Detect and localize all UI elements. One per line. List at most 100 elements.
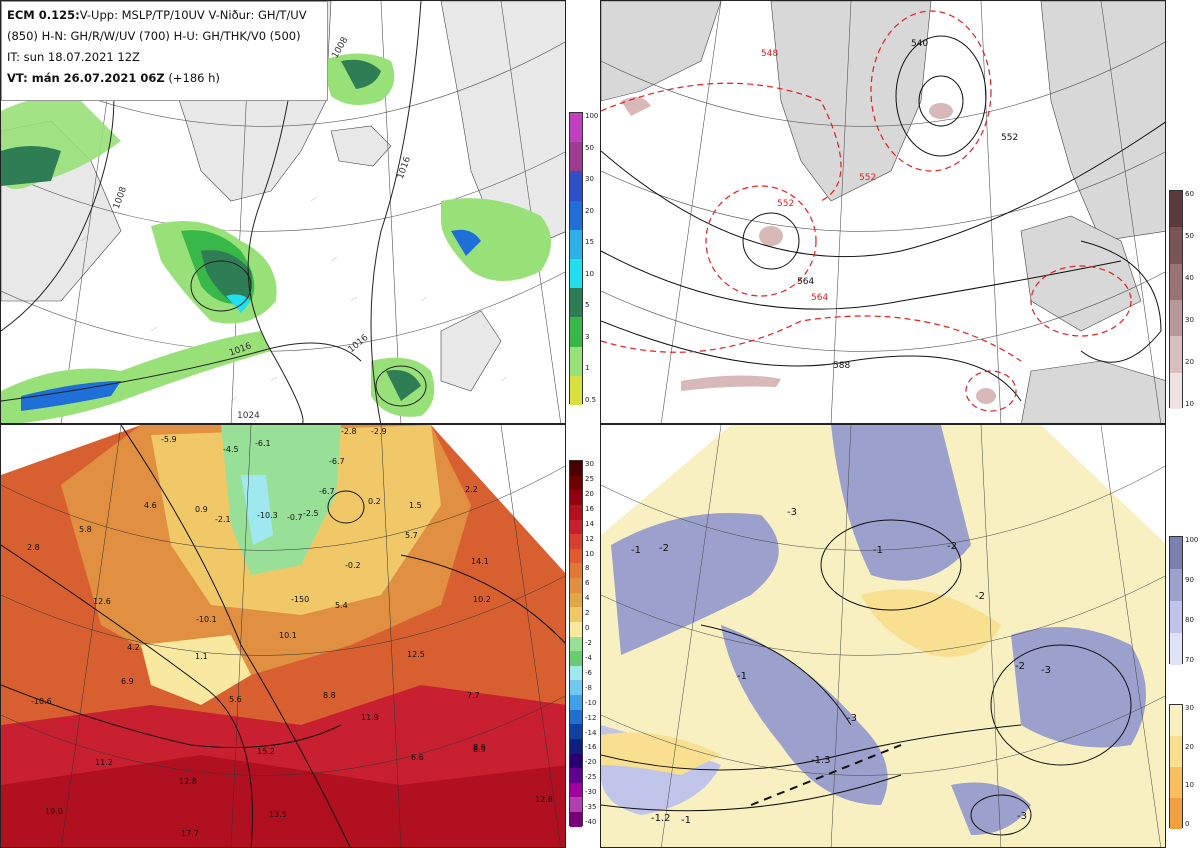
colorbar-swatch (570, 548, 582, 564)
colorbar-swatch (570, 142, 582, 172)
vv-value: -1 (681, 815, 691, 826)
colorbar-tick-label: 5 (585, 301, 590, 310)
colorbar-swatch (570, 504, 582, 520)
colorbar-tick-label: -20 (585, 758, 597, 767)
height-label: 540 (911, 39, 929, 49)
height-thickness-map (601, 1, 1165, 423)
colorbar-swatch (570, 578, 582, 593)
temperature-value: 1.5 (409, 501, 422, 510)
temperature-value: -2.8 (341, 427, 357, 436)
colorbar-swatch (570, 288, 582, 318)
temperature-value: 11.9 (361, 713, 379, 722)
colorbar-tick-label: 20 (1185, 742, 1194, 751)
colorbar-tick-label: 40 (1185, 274, 1194, 282)
temperature-value: -150 (291, 595, 310, 604)
precip-colorbar (569, 112, 583, 405)
vv-value: -1 (631, 545, 641, 556)
panel-500hpa-height: 540 548 552 552 564 564 588 552 (600, 0, 1166, 424)
temperature-colorbar (569, 460, 583, 827)
temperature-value: 5.8 (79, 525, 92, 534)
colorbar-tick-label: 16 (585, 504, 594, 513)
valid-time: VT: mán 26.07.2021 06Z (7, 71, 165, 85)
temperature-value: -2.1 (215, 515, 231, 524)
colorbar-tick-label: 100 (585, 112, 599, 120)
colorbar-tick-label: 80 (1185, 616, 1194, 624)
colorbar-swatch (570, 695, 582, 710)
colorbar-tick-label: -16 (585, 743, 597, 752)
temperature-value: 17.7 (181, 829, 199, 838)
temperature-value: -10.1 (196, 615, 217, 624)
panel-700hpa-humidity: -3 -2 -1 -1 -2 -2 -2 -3 -1 -3 -1.3 -1.2 -3 -1 (600, 424, 1166, 848)
precip-areas (1, 53, 551, 423)
temperature-value: 6.9 (121, 677, 134, 686)
colorbar-swatch (570, 621, 582, 637)
colorbar-tick-label: 70 (1185, 656, 1194, 664)
colorbar-swatch (570, 317, 582, 347)
colorbar-swatch (1170, 299, 1182, 337)
height-label: 552 (1001, 133, 1019, 143)
temperature-value: 12.5 (407, 650, 425, 659)
chart-header: ECM 0.125:V-Upp: MSLP/TP/10UV V-Niður: G… (1, 1, 328, 101)
temperature-value: 11.2 (95, 758, 113, 767)
colorbar-tick-label: -30 (585, 788, 597, 797)
colorbar-swatch (570, 797, 582, 812)
colorbar-tick-label: -2 (585, 639, 592, 647)
colorbar-swatch (570, 171, 582, 201)
height-label: 552 (777, 199, 795, 209)
colorbar-swatch (570, 753, 582, 769)
temperature-value: 8.9 (473, 743, 486, 752)
vv-value: -1 (873, 545, 883, 556)
colorbar-swatch (570, 665, 582, 681)
colorbar-tick-label: -35 (585, 803, 597, 812)
colorbar-swatch (570, 651, 582, 666)
vv-value: -1 (737, 671, 747, 682)
vertical-velocity-colorbar (1169, 704, 1183, 829)
colorbar-tick-label: 2 (585, 609, 590, 618)
colorbar-swatch (570, 200, 582, 230)
vv-value: -2 (1015, 661, 1025, 672)
colorbar-swatch (570, 490, 582, 505)
colorbar-tick-label: 10 (1185, 781, 1194, 790)
height-label: 552 (859, 173, 877, 183)
temperature-value: 8.9 (473, 745, 486, 754)
height-label: 564 (811, 293, 829, 303)
temperature-value: 8.8 (323, 691, 336, 700)
temperature-value: -6.7 (319, 487, 335, 496)
temperature-value: 10.1 (279, 631, 297, 640)
temperature-value: 0.2 (368, 497, 381, 506)
colorbar-swatch (1170, 767, 1182, 798)
temperature-value: -2.5 (303, 509, 319, 518)
vv-value: -3 (787, 507, 797, 518)
colorbar-tick-label: 10 (585, 549, 594, 558)
colorbar-swatch (570, 738, 582, 754)
colorbar-tick-label: 30 (1185, 316, 1194, 324)
temperature-value: 12.6 (93, 597, 111, 606)
temperature-value: 6.6 (411, 753, 424, 762)
colorbar-swatch (570, 636, 582, 652)
vv-value: -1.2 (651, 813, 671, 824)
colorbar-swatch (1170, 191, 1182, 228)
temperature-value: -5.9 (161, 435, 177, 444)
temperature-value: 4.6 (144, 501, 157, 510)
temperature-value: 5.7 (405, 531, 418, 540)
colorbar-swatch (570, 592, 582, 608)
temperature-value: -0.2 (345, 561, 361, 570)
colorbar-swatch (1170, 537, 1182, 569)
humidity-vv-map (601, 425, 1165, 847)
colorbar-swatch (570, 534, 582, 549)
colorbar-tick-label: -4 (585, 653, 592, 662)
colorbar-tick-label: -10 (585, 698, 597, 707)
colorbar-tick-label: 1 (585, 364, 590, 373)
temperature-value: 10.2 (473, 595, 491, 604)
vv-value: -3 (1017, 811, 1027, 822)
temperature-value: -10.3 (257, 511, 278, 520)
colorbar-tick-label: 20 (585, 206, 594, 215)
colorbar-swatch (1170, 372, 1182, 409)
temperature-value: -4.5 (223, 445, 239, 454)
height-label: 548 (761, 49, 779, 59)
temperature-value: 0.9 (195, 505, 208, 514)
colorbar-tick-label: 14 (585, 519, 594, 528)
height-label: 564 (797, 277, 815, 287)
colorbar-swatch (1170, 227, 1182, 264)
colorbar-swatch (570, 346, 582, 376)
